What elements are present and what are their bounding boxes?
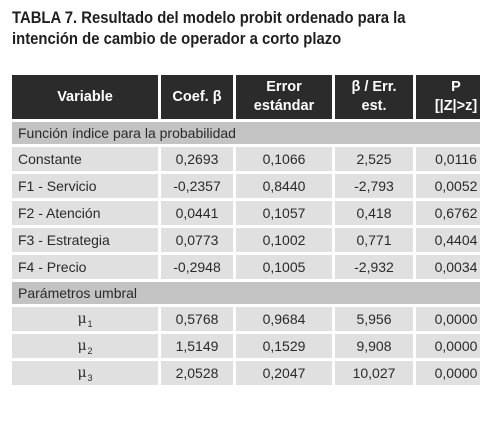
cell-coef: -0,2357 xyxy=(161,174,233,198)
row-label: Constante xyxy=(12,147,158,171)
mu-symbol: μ xyxy=(77,364,87,381)
table-row: F3 - Estrategia 0,0773 0,1002 0,771 0,44… xyxy=(12,228,480,252)
table-title-line1: TABLA 7. Resultado del modelo probit ord… xyxy=(12,9,406,27)
mu-subscript: 2 xyxy=(87,345,93,356)
cell-p: 0,0000 xyxy=(416,361,480,385)
section-row: Función índice para la probabilidad xyxy=(12,122,480,144)
mu-symbol: μ xyxy=(77,310,87,327)
table-row: F2 - Atención 0,0441 0,1057 0,418 0,6762 xyxy=(12,201,480,225)
cell-coef: 0,0441 xyxy=(161,201,233,225)
mu-subscript: 1 xyxy=(87,318,93,329)
cell-coef: 0,2693 xyxy=(161,147,233,171)
section-title-index: Función índice para la probabilidad xyxy=(12,122,480,144)
header-ratio-line1: β / Err. xyxy=(351,79,397,95)
row-label: F2 - Atención xyxy=(12,201,158,225)
cell-ratio: 0,418 xyxy=(335,201,413,225)
header-p-line2: [|Z|>z] xyxy=(434,98,478,114)
header-row: Variable Coef. β Error estándar β / Err.… xyxy=(12,75,480,119)
row-label-mu: μ1 xyxy=(12,307,158,331)
header-p: P [|Z|>z] xyxy=(416,75,480,119)
cell-ratio: 2,525 xyxy=(335,147,413,171)
header-variable: Variable xyxy=(12,75,158,119)
cell-p: 0,0000 xyxy=(416,334,480,358)
cell-error: 0,2047 xyxy=(236,361,332,385)
cell-coef: 1,5149 xyxy=(161,334,233,358)
header-coef: Coef. β xyxy=(161,75,233,119)
table-title-line2: intención de cambio de operador a corto … xyxy=(12,30,342,48)
cell-ratio: -2,932 xyxy=(335,255,413,279)
cell-error: 0,1529 xyxy=(236,334,332,358)
row-label-mu: μ2 xyxy=(12,334,158,358)
cell-coef: 2,0528 xyxy=(161,361,233,385)
table-row: F1 - Servicio -0,2357 0,8440 -2,793 0,00… xyxy=(12,174,480,198)
table-row: F4 - Precio -0,2948 0,1005 -2,932 0,0034 xyxy=(12,255,480,279)
cell-p: 0,0034 xyxy=(416,255,480,279)
cell-coef: 0,5768 xyxy=(161,307,233,331)
cell-ratio: 0,771 xyxy=(335,228,413,252)
results-table: Variable Coef. β Error estándar β / Err.… xyxy=(9,72,480,388)
cell-error: 0,1066 xyxy=(236,147,332,171)
cell-p: 0,0000 xyxy=(416,307,480,331)
cell-coef: 0,0773 xyxy=(161,228,233,252)
cell-error: 0,8440 xyxy=(236,174,332,198)
table-title: TABLA 7. Resultado del modelo probit ord… xyxy=(12,8,426,50)
cell-p: 0,4404 xyxy=(416,228,480,252)
table-row: μ2 1,5149 0,1529 9,908 0,0000 xyxy=(12,334,480,358)
row-label: F3 - Estrategia xyxy=(12,228,158,252)
header-ratio-line2: est. xyxy=(361,98,387,114)
mu-symbol: μ xyxy=(77,337,87,354)
row-label: F4 - Precio xyxy=(12,255,158,279)
cell-ratio: -2,793 xyxy=(335,174,413,198)
cell-error: 0,9684 xyxy=(236,307,332,331)
table-row: μ3 2,0528 0,2047 10,027 0,0000 xyxy=(12,361,480,385)
table-row: μ1 0,5768 0,9684 5,956 0,0000 xyxy=(12,307,480,331)
header-error-line1: Error xyxy=(266,79,302,95)
cell-p: 0,0116 xyxy=(416,147,480,171)
header-p-line1: P xyxy=(451,79,461,95)
header-error-line2: estándar xyxy=(253,98,315,114)
header-ratio: β / Err. est. xyxy=(335,75,413,119)
row-label-mu: μ3 xyxy=(12,361,158,385)
cell-ratio: 9,908 xyxy=(335,334,413,358)
cell-p: 0,0052 xyxy=(416,174,480,198)
cell-error: 0,1002 xyxy=(236,228,332,252)
section-row: Parámetros umbral xyxy=(12,282,480,304)
row-label: F1 - Servicio xyxy=(12,174,158,198)
cell-p: 0,6762 xyxy=(416,201,480,225)
table-row: Constante 0,2693 0,1066 2,525 0,0116 xyxy=(12,147,480,171)
cell-error: 0,1005 xyxy=(236,255,332,279)
cell-ratio: 5,956 xyxy=(335,307,413,331)
cell-error: 0,1057 xyxy=(236,201,332,225)
cell-ratio: 10,027 xyxy=(335,361,413,385)
header-error: Error estándar xyxy=(236,75,332,119)
mu-subscript: 3 xyxy=(87,372,93,383)
cell-coef: -0,2948 xyxy=(161,255,233,279)
section-title-thresholds: Parámetros umbral xyxy=(12,282,480,304)
